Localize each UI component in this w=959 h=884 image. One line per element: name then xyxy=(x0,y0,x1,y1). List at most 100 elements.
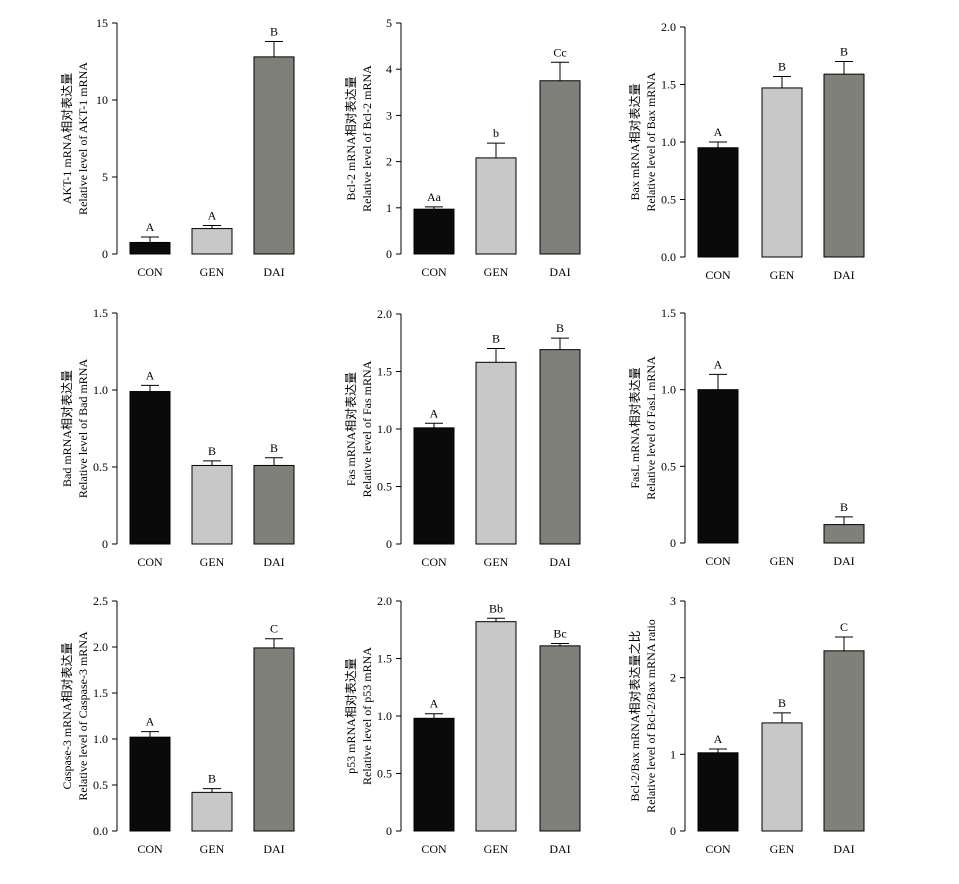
bar-gen xyxy=(191,464,233,545)
bar-gen xyxy=(475,621,517,832)
y-tick-label: 2.0 xyxy=(93,640,108,654)
y-tick-label: 0 xyxy=(102,537,108,551)
y-axis-title-en: Relative level of Fas mRNA xyxy=(360,360,374,497)
significance-label-dai: B xyxy=(840,45,848,59)
significance-label-gen: B xyxy=(492,332,500,346)
x-tick-label-dai: DAI xyxy=(833,554,854,568)
significance-label-dai: B xyxy=(270,441,278,455)
x-tick-label-con: CON xyxy=(421,265,447,279)
y-tick-label: 0.0 xyxy=(93,824,108,838)
significance-label-gen: B xyxy=(778,696,786,710)
bar-con xyxy=(129,391,171,545)
x-tick-label-gen: GEN xyxy=(770,842,795,856)
x-tick-label-gen: GEN xyxy=(484,555,509,569)
y-axis-title-cn: Caspase-3 mRNA相对表达量 xyxy=(60,643,74,790)
bar-dai xyxy=(539,645,581,832)
bar-gen xyxy=(475,361,517,545)
bar-dai xyxy=(253,464,295,545)
y-tick-label: 0 xyxy=(670,824,676,838)
significance-label-gen: B xyxy=(208,772,216,786)
x-tick-label-dai: DAI xyxy=(549,265,570,279)
y-tick-label: 1.0 xyxy=(661,135,676,149)
y-tick-label: 3 xyxy=(386,108,392,122)
significance-label-dai: B xyxy=(556,321,564,335)
y-tick-label: 15 xyxy=(96,16,108,30)
significance-label-gen: A xyxy=(208,209,217,223)
y-tick-label: 2.0 xyxy=(661,20,676,34)
bar-con xyxy=(413,208,455,255)
x-tick-label-con: CON xyxy=(705,268,731,282)
y-axis-title-en: Relative level of FasL mRNA xyxy=(644,356,658,500)
y-axis-title-en: Relative level of Bcl-2/Bax mRNA ratio xyxy=(644,619,658,813)
bar-dai xyxy=(823,650,865,832)
x-tick-label-con: CON xyxy=(137,265,163,279)
y-tick-label: 1.5 xyxy=(661,306,676,320)
significance-label-gen: B xyxy=(778,59,786,73)
x-tick-label-gen: GEN xyxy=(200,555,225,569)
y-tick-label: 1 xyxy=(386,201,392,215)
significance-label-dai: Bc xyxy=(553,627,566,641)
x-tick-label-con: CON xyxy=(705,554,731,568)
chart-panel-9: 0 1 2 3 Bcl-2/Bax mRNA相对表达量之比 Relative level … xyxy=(628,594,865,856)
y-tick-label: 3 xyxy=(670,594,676,608)
y-axis-title-cn: FasL mRNA相对表达量 xyxy=(628,367,642,488)
bar-dai xyxy=(823,524,865,544)
bar-gen xyxy=(761,87,803,258)
x-tick-label-con: CON xyxy=(421,555,447,569)
bar-con xyxy=(697,389,739,544)
y-axis-title-en: Relative level of Bad mRNA xyxy=(76,359,90,499)
y-axis-title-cn: Bcl-2 mRNA相对表达量 xyxy=(344,76,358,200)
x-tick-label-gen: GEN xyxy=(484,842,509,856)
y-tick-label: 5 xyxy=(386,16,392,30)
significance-label-con: Aa xyxy=(427,190,442,204)
x-tick-label-gen: GEN xyxy=(484,265,509,279)
bar-gen xyxy=(761,722,803,832)
bar-con xyxy=(129,736,171,832)
y-tick-label: 2.0 xyxy=(377,307,392,321)
significance-label-gen: b xyxy=(493,126,499,140)
y-tick-label: 0.5 xyxy=(377,767,392,781)
significance-label-dai: C xyxy=(840,620,848,634)
y-tick-label: 1.0 xyxy=(93,732,108,746)
y-tick-label: 1.0 xyxy=(93,383,108,397)
y-tick-label: 0 xyxy=(386,824,392,838)
significance-label-con: A xyxy=(430,697,439,711)
y-tick-label: 0.5 xyxy=(661,193,676,207)
y-axis-title-cn: AKT-1 mRNA相对表达量 xyxy=(60,73,74,204)
x-tick-label-gen: GEN xyxy=(770,268,795,282)
y-tick-label: 0.5 xyxy=(661,459,676,473)
y-axis-title-cn: Bax mRNA相对表达量 xyxy=(628,83,642,200)
significance-label-dai: B xyxy=(270,24,278,38)
significance-label-gen: Bb xyxy=(489,601,503,615)
bar-dai xyxy=(253,56,295,255)
y-axis-title-cn: Fas mRNA相对表达量 xyxy=(344,372,358,486)
bar-con xyxy=(413,427,455,545)
x-tick-label-con: CON xyxy=(705,842,731,856)
y-tick-label: 10 xyxy=(96,93,108,107)
x-tick-label-con: CON xyxy=(137,555,163,569)
bar-con xyxy=(697,147,739,258)
x-tick-label-dai: DAI xyxy=(263,555,284,569)
y-tick-label: 1.0 xyxy=(661,383,676,397)
y-axis-title-en: Relative level of Bcl-2 mRNA xyxy=(360,65,374,212)
x-tick-label-dai: DAI xyxy=(833,268,854,282)
y-tick-label: 0.5 xyxy=(93,460,108,474)
x-tick-label-dai: DAI xyxy=(833,842,854,856)
y-tick-label: 4 xyxy=(386,62,392,76)
y-tick-label: 1.5 xyxy=(377,365,392,379)
y-tick-label: 1.0 xyxy=(377,422,392,436)
y-tick-label: 2 xyxy=(670,671,676,685)
chart-panel-7: 0.0 0.5 1.0 1.5 2.0 2.5 Caspase-3 mRNA相对表达量 Rel… xyxy=(60,594,295,856)
y-tick-label: 2 xyxy=(386,155,392,169)
y-tick-label: 1.5 xyxy=(93,306,108,320)
chart-panel-6: 0 0.5 1.0 1.5 FasL mRNA相对表达量 Relative level o… xyxy=(628,306,865,568)
significance-label-con: A xyxy=(146,715,155,729)
significance-label-con: A xyxy=(714,357,723,371)
y-tick-label: 2.5 xyxy=(93,594,108,608)
y-tick-label: 1 xyxy=(670,747,676,761)
significance-label-con: A xyxy=(146,220,155,234)
x-tick-label-gen: GEN xyxy=(200,265,225,279)
bar-dai xyxy=(253,647,295,832)
x-tick-label-dai: DAI xyxy=(549,842,570,856)
